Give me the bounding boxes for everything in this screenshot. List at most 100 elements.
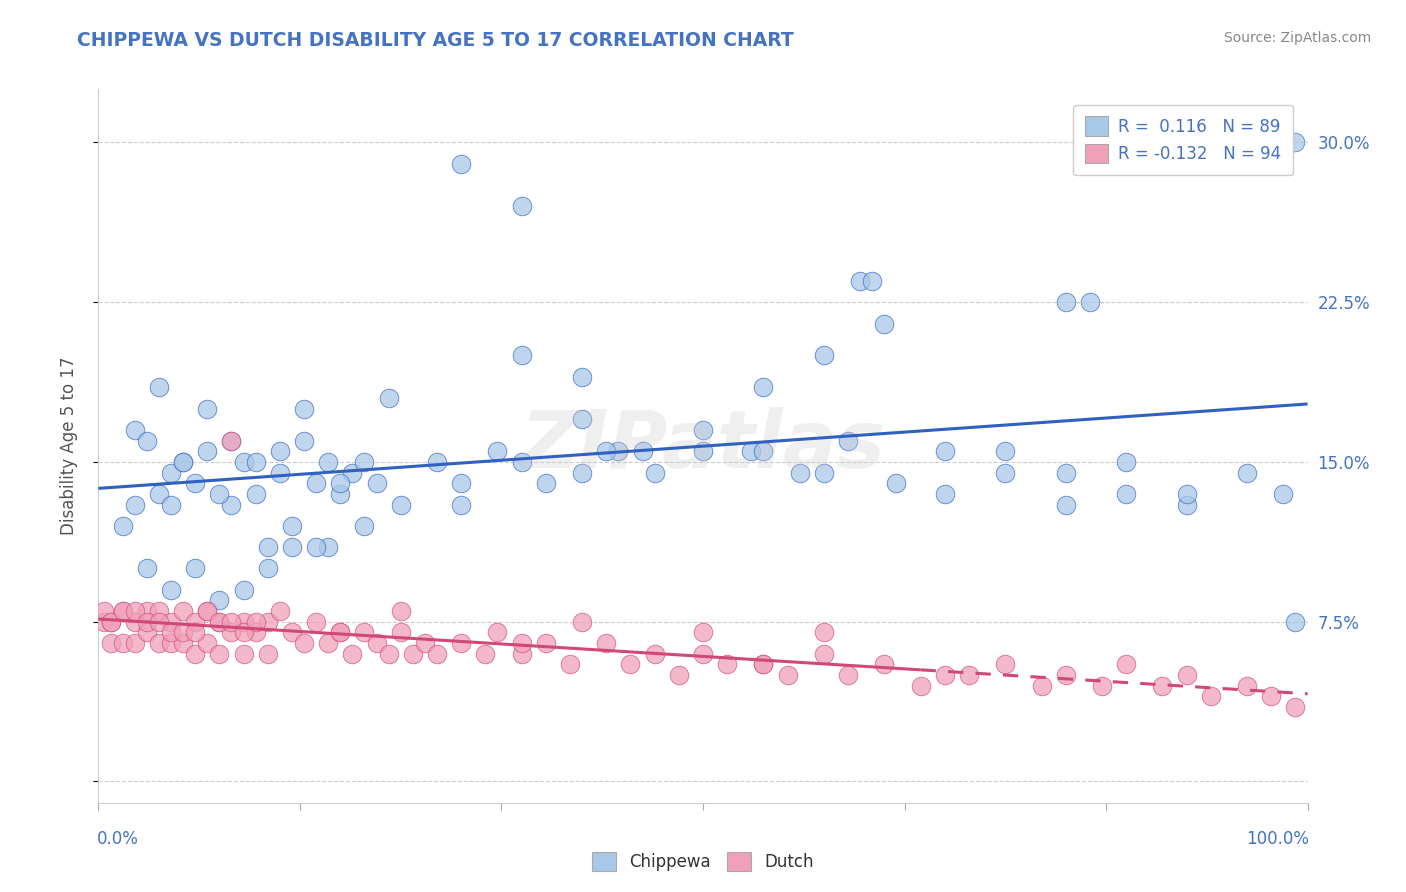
Point: [849, 274, 872, 288]
Point: [716, 657, 738, 672]
Point: [1031, 679, 1053, 693]
Point: [366, 636, 388, 650]
Point: [245, 625, 267, 640]
Point: [232, 615, 254, 629]
Point: [426, 647, 449, 661]
Point: [1091, 679, 1114, 693]
Point: [221, 615, 243, 629]
Point: [316, 455, 339, 469]
Point: [292, 434, 315, 448]
Point: [1199, 690, 1222, 704]
Point: [124, 604, 146, 618]
Point: [994, 466, 1017, 480]
Text: CHIPPEWA VS DUTCH DISABILITY AGE 5 TO 17 CORRELATION CHART: CHIPPEWA VS DUTCH DISABILITY AGE 5 TO 17…: [77, 31, 794, 50]
Point: [1115, 455, 1137, 469]
Point: [305, 615, 328, 629]
Point: [450, 476, 472, 491]
Point: [148, 380, 170, 394]
Point: [510, 455, 533, 469]
Point: [1175, 668, 1198, 682]
Point: [450, 636, 472, 650]
Point: [910, 679, 932, 693]
Point: [135, 561, 157, 575]
Point: [668, 668, 690, 682]
Point: [172, 604, 194, 618]
Point: [292, 401, 315, 416]
Point: [1175, 487, 1198, 501]
Point: [1152, 679, 1174, 693]
Point: [486, 625, 509, 640]
Point: [571, 369, 593, 384]
Point: [1054, 466, 1077, 480]
Point: [160, 636, 183, 650]
Point: [1236, 466, 1258, 480]
Point: [1054, 498, 1077, 512]
Point: [571, 615, 593, 629]
Point: [184, 615, 207, 629]
Point: [148, 604, 170, 618]
Point: [281, 519, 304, 533]
Point: [245, 615, 267, 629]
Point: [93, 604, 115, 618]
Point: [813, 647, 835, 661]
Point: [208, 647, 231, 661]
Point: [124, 423, 146, 437]
Point: [1175, 498, 1198, 512]
Point: [510, 349, 533, 363]
Point: [160, 498, 183, 512]
Point: [221, 498, 243, 512]
Point: [316, 636, 339, 650]
Point: [1284, 700, 1306, 714]
Point: [208, 487, 231, 501]
Text: ZIPatlas: ZIPatlas: [520, 407, 886, 485]
Point: [595, 636, 617, 650]
Point: [208, 615, 231, 629]
Point: [510, 199, 533, 213]
Point: [813, 625, 835, 640]
Point: [232, 647, 254, 661]
Point: [558, 657, 581, 672]
Point: [1115, 487, 1137, 501]
Point: [752, 380, 775, 394]
Point: [256, 540, 278, 554]
Point: [353, 625, 375, 640]
Point: [111, 604, 134, 618]
Legend: R =  0.116   N = 89, R = -0.132   N = 94: R = 0.116 N = 89, R = -0.132 N = 94: [1073, 104, 1294, 175]
Point: [776, 668, 799, 682]
Point: [994, 444, 1017, 458]
Point: [886, 476, 908, 491]
Point: [148, 615, 170, 629]
Point: [245, 455, 267, 469]
Legend: Chippewa, Dutch: Chippewa, Dutch: [583, 843, 823, 880]
Point: [934, 668, 956, 682]
Point: [837, 668, 859, 682]
Point: [366, 476, 388, 491]
Point: [329, 625, 352, 640]
Point: [208, 593, 231, 607]
Point: [571, 412, 593, 426]
Point: [256, 561, 278, 575]
Point: [450, 157, 472, 171]
Point: [184, 561, 207, 575]
Point: [232, 455, 254, 469]
Point: [195, 636, 218, 650]
Point: [389, 625, 412, 640]
Text: 0.0%: 0.0%: [97, 830, 139, 848]
Point: [486, 444, 509, 458]
Point: [208, 615, 231, 629]
Point: [160, 625, 183, 640]
Point: [389, 604, 412, 618]
Point: [172, 455, 194, 469]
Point: [353, 455, 375, 469]
Point: [631, 444, 654, 458]
Point: [510, 647, 533, 661]
Point: [377, 391, 399, 405]
Point: [450, 498, 472, 512]
Point: [873, 657, 896, 672]
Point: [124, 498, 146, 512]
Point: [692, 647, 714, 661]
Point: [184, 647, 207, 661]
Point: [752, 657, 775, 672]
Point: [172, 636, 194, 650]
Point: [221, 625, 243, 640]
